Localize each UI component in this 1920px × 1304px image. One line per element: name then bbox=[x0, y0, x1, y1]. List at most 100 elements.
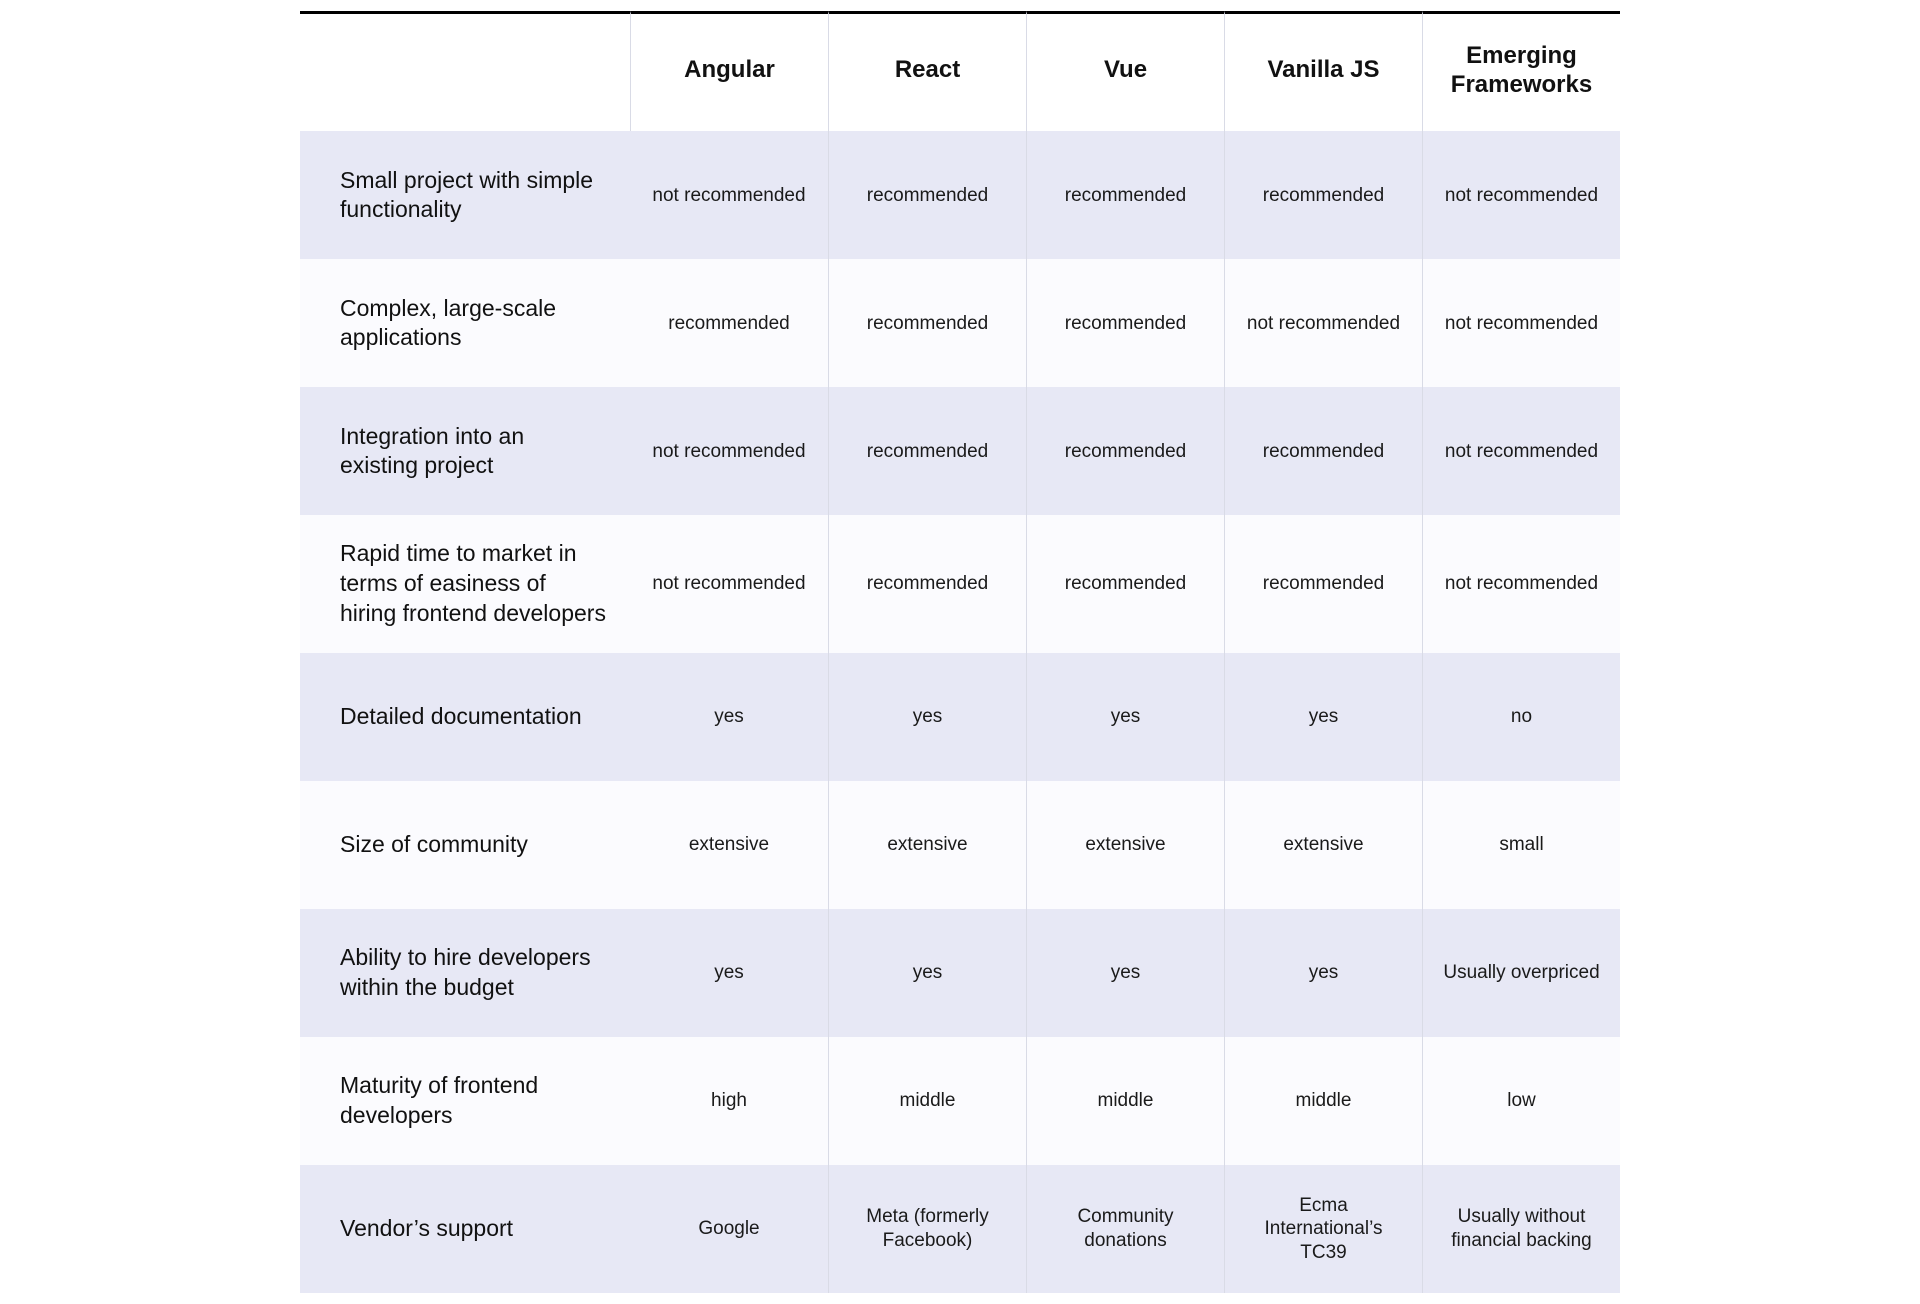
table-cell: middle bbox=[1026, 1037, 1224, 1165]
table-cell-value: recommended bbox=[867, 572, 988, 596]
table-cell-value: middle bbox=[1296, 1089, 1352, 1113]
table-row: Vendor’s support Google Meta (formerly Fac… bbox=[300, 1165, 1620, 1293]
table-cell: yes bbox=[828, 653, 1026, 781]
table-row: Detailed documentation yes yes yes yes no bbox=[300, 653, 1620, 781]
table-cell: middle bbox=[828, 1037, 1026, 1165]
table-cell-value: extensive bbox=[689, 833, 769, 857]
table-cell-value: not recommended bbox=[1247, 312, 1400, 336]
table-cell: not recommended bbox=[1422, 131, 1620, 259]
table-cell-value: extensive bbox=[1085, 833, 1165, 857]
table-cell: yes bbox=[1224, 909, 1422, 1037]
row-label: Size of community bbox=[300, 781, 630, 909]
table-cell: yes bbox=[630, 653, 828, 781]
table-cell-value: recommended bbox=[1065, 184, 1186, 208]
table-cell: small bbox=[1422, 781, 1620, 909]
row-label: Complex, large-scale applications bbox=[300, 259, 630, 387]
table-cell: recommended bbox=[1224, 131, 1422, 259]
table-cell: recommended bbox=[1224, 387, 1422, 515]
table-cell: recommended bbox=[828, 259, 1026, 387]
row-label: Maturity of frontend developers bbox=[300, 1037, 630, 1165]
table-cell-value: Community donations bbox=[1041, 1205, 1210, 1253]
row-label: Detailed documentation bbox=[300, 653, 630, 781]
table-cell-value: recommended bbox=[1065, 312, 1186, 336]
row-label: Integration into an existing project bbox=[300, 387, 630, 515]
header-col-0-label: Angular bbox=[684, 56, 775, 85]
table-cell: no bbox=[1422, 653, 1620, 781]
table-cell-value: extensive bbox=[887, 833, 967, 857]
table-cell: recommended bbox=[1026, 131, 1224, 259]
table-cell: not recommended bbox=[1422, 259, 1620, 387]
table-cell: not recommended bbox=[1422, 387, 1620, 515]
table-cell: extensive bbox=[630, 781, 828, 909]
table-cell: extensive bbox=[1026, 781, 1224, 909]
table-cell-value: recommended bbox=[867, 440, 988, 464]
table-cell-value: middle bbox=[900, 1089, 956, 1113]
table-cell-value: high bbox=[711, 1089, 747, 1113]
header-blank bbox=[300, 11, 630, 132]
table-cell: not recommended bbox=[630, 387, 828, 515]
table-cell: Usually overpriced bbox=[1422, 909, 1620, 1037]
table-row: Rapid time to market in terms of easines… bbox=[300, 515, 1620, 653]
table-cell: not recommended bbox=[1224, 259, 1422, 387]
table-cell-value: Usually without financial backing bbox=[1437, 1205, 1606, 1253]
table-cell-value: recommended bbox=[1065, 572, 1186, 596]
table-row: Size of community extensive extensive exten… bbox=[300, 781, 1620, 909]
table-cell-value: not recommended bbox=[1445, 312, 1598, 336]
table-cell-value: recommended bbox=[1263, 440, 1384, 464]
table-cell: recommended bbox=[1026, 387, 1224, 515]
table-cell: yes bbox=[1026, 653, 1224, 781]
row-label: Vendor’s support bbox=[300, 1165, 630, 1293]
table-cell: middle bbox=[1224, 1037, 1422, 1165]
table-cell-value: Google bbox=[698, 1217, 759, 1241]
table-cell: yes bbox=[1224, 653, 1422, 781]
table-cell-value: yes bbox=[913, 961, 943, 985]
table-cell-value: not recommended bbox=[652, 184, 805, 208]
table-cell-value: not recommended bbox=[652, 572, 805, 596]
table-cell: recommended bbox=[1026, 259, 1224, 387]
table-cell-value: middle bbox=[1098, 1089, 1154, 1113]
table-cell-value: yes bbox=[714, 705, 744, 729]
table-cell-value: yes bbox=[1309, 705, 1339, 729]
header-col-4: Emerging Frameworks bbox=[1422, 11, 1620, 132]
table-cell: recommended bbox=[630, 259, 828, 387]
table-cell-value: recommended bbox=[1263, 184, 1384, 208]
table-cell: not recommended bbox=[630, 131, 828, 259]
comparison-table: Angular React Vue Vanilla JS Emerging Fr… bbox=[300, 11, 1620, 1293]
table-cell-value: Meta (formerly Facebook) bbox=[843, 1205, 1012, 1253]
table-cell-value: no bbox=[1511, 705, 1532, 729]
table-row: Maturity of frontend developers high middl… bbox=[300, 1037, 1620, 1165]
table-cell-value: not recommended bbox=[652, 440, 805, 464]
table-row: Small project with simple functionalityn… bbox=[300, 131, 1620, 259]
table-cell-value: low bbox=[1507, 1089, 1536, 1113]
table-cell-value: not recommended bbox=[1445, 440, 1598, 464]
table-cell: recommended bbox=[828, 387, 1026, 515]
table-row: Ability to hire developers within the bu… bbox=[300, 909, 1620, 1037]
table-cell-value: recommended bbox=[867, 312, 988, 336]
header-col-4-label: Emerging Frameworks bbox=[1435, 42, 1608, 100]
table-cell: recommended bbox=[828, 515, 1026, 653]
table-cell-value: extensive bbox=[1283, 833, 1363, 857]
table-cell: recommended bbox=[1026, 515, 1224, 653]
header-col-0: Angular bbox=[630, 11, 828, 132]
table-cell-value: yes bbox=[1309, 961, 1339, 985]
table-cell-value: Ecma International’s TC39 bbox=[1239, 1194, 1408, 1265]
table-cell: high bbox=[630, 1037, 828, 1165]
header-col-3: Vanilla JS bbox=[1224, 11, 1422, 132]
header-col-2: Vue bbox=[1026, 11, 1224, 132]
table-cell: extensive bbox=[1224, 781, 1422, 909]
table-cell-value: yes bbox=[913, 705, 943, 729]
table-cell-value: yes bbox=[1111, 705, 1141, 729]
table-cell-value: recommended bbox=[1065, 440, 1186, 464]
table-cell: yes bbox=[828, 909, 1026, 1037]
header-col-1: React bbox=[828, 11, 1026, 132]
table-cell: extensive bbox=[828, 781, 1026, 909]
table-cell-value: not recommended bbox=[1445, 184, 1598, 208]
table-cell: yes bbox=[1026, 909, 1224, 1037]
table-cell: Meta (formerly Facebook) bbox=[828, 1165, 1026, 1293]
table-cell: recommended bbox=[828, 131, 1026, 259]
table-cell-value: not recommended bbox=[1445, 572, 1598, 596]
table-cell: Google bbox=[630, 1165, 828, 1293]
table-cell-value: yes bbox=[714, 961, 744, 985]
table-cell-value: small bbox=[1499, 833, 1543, 857]
table-cell: yes bbox=[630, 909, 828, 1037]
